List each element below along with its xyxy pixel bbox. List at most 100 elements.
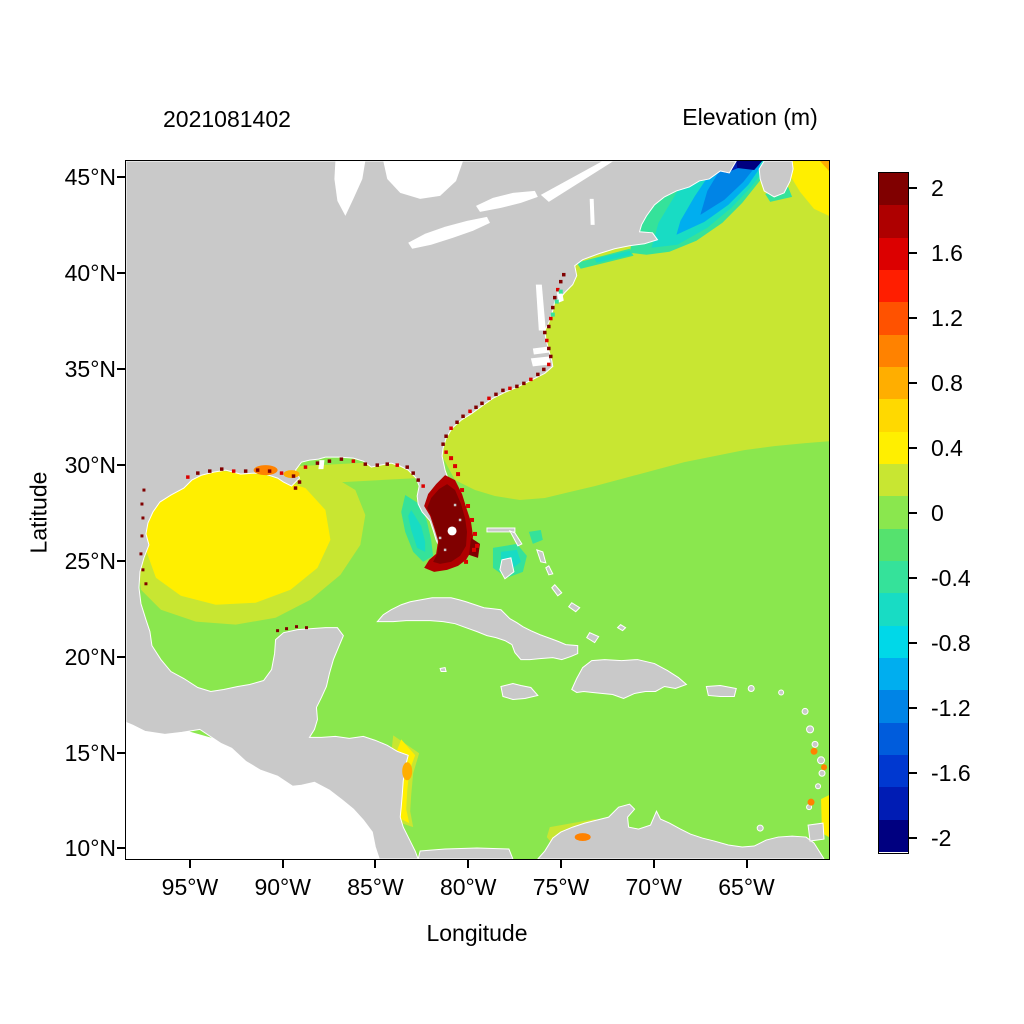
albemarle-sound bbox=[532, 346, 550, 355]
gulf-coast-speckle bbox=[196, 471, 200, 475]
island-dominica bbox=[811, 740, 819, 748]
x-axis-tick bbox=[559, 860, 562, 868]
mexico-coast-speckle bbox=[144, 582, 148, 586]
mobile-bay bbox=[318, 460, 325, 470]
mexico-coast-speckle bbox=[276, 629, 280, 633]
island-nova-scotia bbox=[758, 161, 794, 198]
x-tick-label: 80°W bbox=[439, 874, 497, 900]
colorbar-segment bbox=[879, 205, 908, 238]
island-st-martin bbox=[778, 689, 785, 696]
se-coast-speckle bbox=[553, 295, 557, 300]
colorbar-segment bbox=[879, 463, 908, 497]
y-tick-label: 40°N bbox=[64, 260, 116, 287]
colorbar-label: -2 bbox=[931, 824, 952, 851]
se-coast-speckle bbox=[547, 362, 551, 367]
colorbar-segment bbox=[879, 366, 908, 400]
se-coast-speckle bbox=[549, 316, 553, 321]
florida-red-speckle bbox=[472, 547, 477, 552]
colorbar-segment bbox=[879, 593, 908, 626]
florida-surge-core bbox=[427, 484, 468, 564]
island-trinidad bbox=[807, 822, 825, 842]
colorbar-label: 2 bbox=[931, 175, 944, 202]
midatlantic-teal-speckle bbox=[554, 299, 559, 304]
lake-erie bbox=[408, 216, 490, 249]
lake-michigan bbox=[334, 161, 366, 216]
colorbar-segment bbox=[879, 722, 908, 755]
x-axis-tick bbox=[374, 860, 377, 868]
west-florida-cyan bbox=[408, 510, 426, 552]
colorbar-segment bbox=[879, 560, 908, 594]
gulf-coast-speckle bbox=[385, 462, 390, 466]
island-jamaica bbox=[500, 682, 539, 700]
gulf-coast-speckle bbox=[291, 474, 296, 478]
x-axis-tick bbox=[652, 860, 655, 868]
se-coast-speckle bbox=[545, 338, 549, 343]
gulf-coast-speckle bbox=[208, 469, 212, 473]
se-coast-speckle bbox=[501, 388, 505, 393]
x-axis-tick bbox=[281, 860, 284, 868]
se-coast-speckle bbox=[547, 324, 551, 329]
colorbar-segment bbox=[879, 399, 908, 432]
y-tick-label: 45°N bbox=[64, 164, 116, 191]
se-coast-speckle bbox=[529, 377, 533, 382]
coastal-surge-speckles bbox=[139, 272, 828, 842]
mexico-coast-speckle bbox=[142, 488, 146, 492]
mexico-coast-speckle bbox=[285, 627, 289, 631]
x-axis-tick bbox=[188, 860, 191, 868]
colorbar-tick bbox=[909, 706, 917, 709]
colorbar-segment bbox=[879, 528, 908, 561]
mississippi-orange-patch bbox=[283, 470, 300, 479]
x-tick-label: 95°W bbox=[161, 874, 219, 900]
se-coast-speckle bbox=[562, 272, 566, 277]
colorbar-tick bbox=[909, 187, 917, 190]
lake-okeechobee bbox=[447, 526, 457, 536]
island-acklins bbox=[568, 602, 581, 613]
colorbar-label: 1.6 bbox=[931, 240, 963, 267]
x-axis-tick bbox=[467, 860, 470, 868]
gulf-coast-speckle bbox=[267, 469, 272, 473]
lake-ontario bbox=[476, 190, 538, 212]
west-gulf-yellow bbox=[145, 470, 331, 605]
x-tick-label: 85°W bbox=[347, 874, 404, 900]
florida-red-speckle bbox=[460, 488, 465, 493]
island-andros bbox=[499, 557, 515, 580]
island-virgin bbox=[747, 684, 755, 692]
se-coast-speckle bbox=[508, 386, 512, 391]
y-axis-label: Latitude bbox=[25, 471, 52, 554]
se-coast-speckle bbox=[449, 426, 453, 430]
gulf-coast-speckle bbox=[297, 480, 302, 484]
midatlantic-teal-speckle bbox=[558, 289, 563, 294]
gulf-coast-speckle bbox=[405, 465, 409, 469]
se-coast-speckle bbox=[542, 367, 546, 372]
se-coast-speckle bbox=[536, 372, 540, 377]
island-abaco bbox=[508, 529, 523, 547]
gulf-coast-speckle bbox=[421, 484, 425, 488]
y-axis-tick bbox=[117, 176, 125, 179]
chesapeake-bay bbox=[535, 284, 546, 331]
y-tick-label: 10°N bbox=[64, 835, 116, 862]
colorbar-segment bbox=[879, 819, 908, 852]
florida-red-speckle bbox=[464, 559, 469, 564]
se-coast-speckle bbox=[515, 384, 519, 389]
chart-title: Elevation (m) bbox=[682, 104, 818, 130]
island-puerto-rico bbox=[705, 684, 737, 697]
y-tick-label: 15°N bbox=[64, 739, 116, 766]
y-axis-tick bbox=[117, 272, 125, 275]
bay-of-fundy-navy2 bbox=[736, 161, 763, 170]
island-st-lucia bbox=[818, 769, 826, 777]
se-coast-speckle bbox=[480, 401, 484, 406]
colorbar-segment bbox=[879, 657, 908, 691]
colorbar-segment bbox=[879, 302, 908, 335]
island-grand-bahama bbox=[486, 527, 516, 533]
island-st-vincent bbox=[815, 783, 822, 790]
colorbar-segment bbox=[879, 237, 908, 270]
island-cuba bbox=[376, 597, 579, 661]
colorbar-segment bbox=[879, 173, 908, 206]
gulf-coast-speckle bbox=[231, 469, 236, 473]
northeast-corner-amber bbox=[820, 161, 829, 171]
colombia-orange-patch bbox=[574, 833, 591, 842]
gulf-coast-speckle bbox=[293, 486, 298, 490]
gulf-coast-speckle bbox=[416, 478, 420, 482]
se-coast-speckle bbox=[487, 396, 491, 401]
